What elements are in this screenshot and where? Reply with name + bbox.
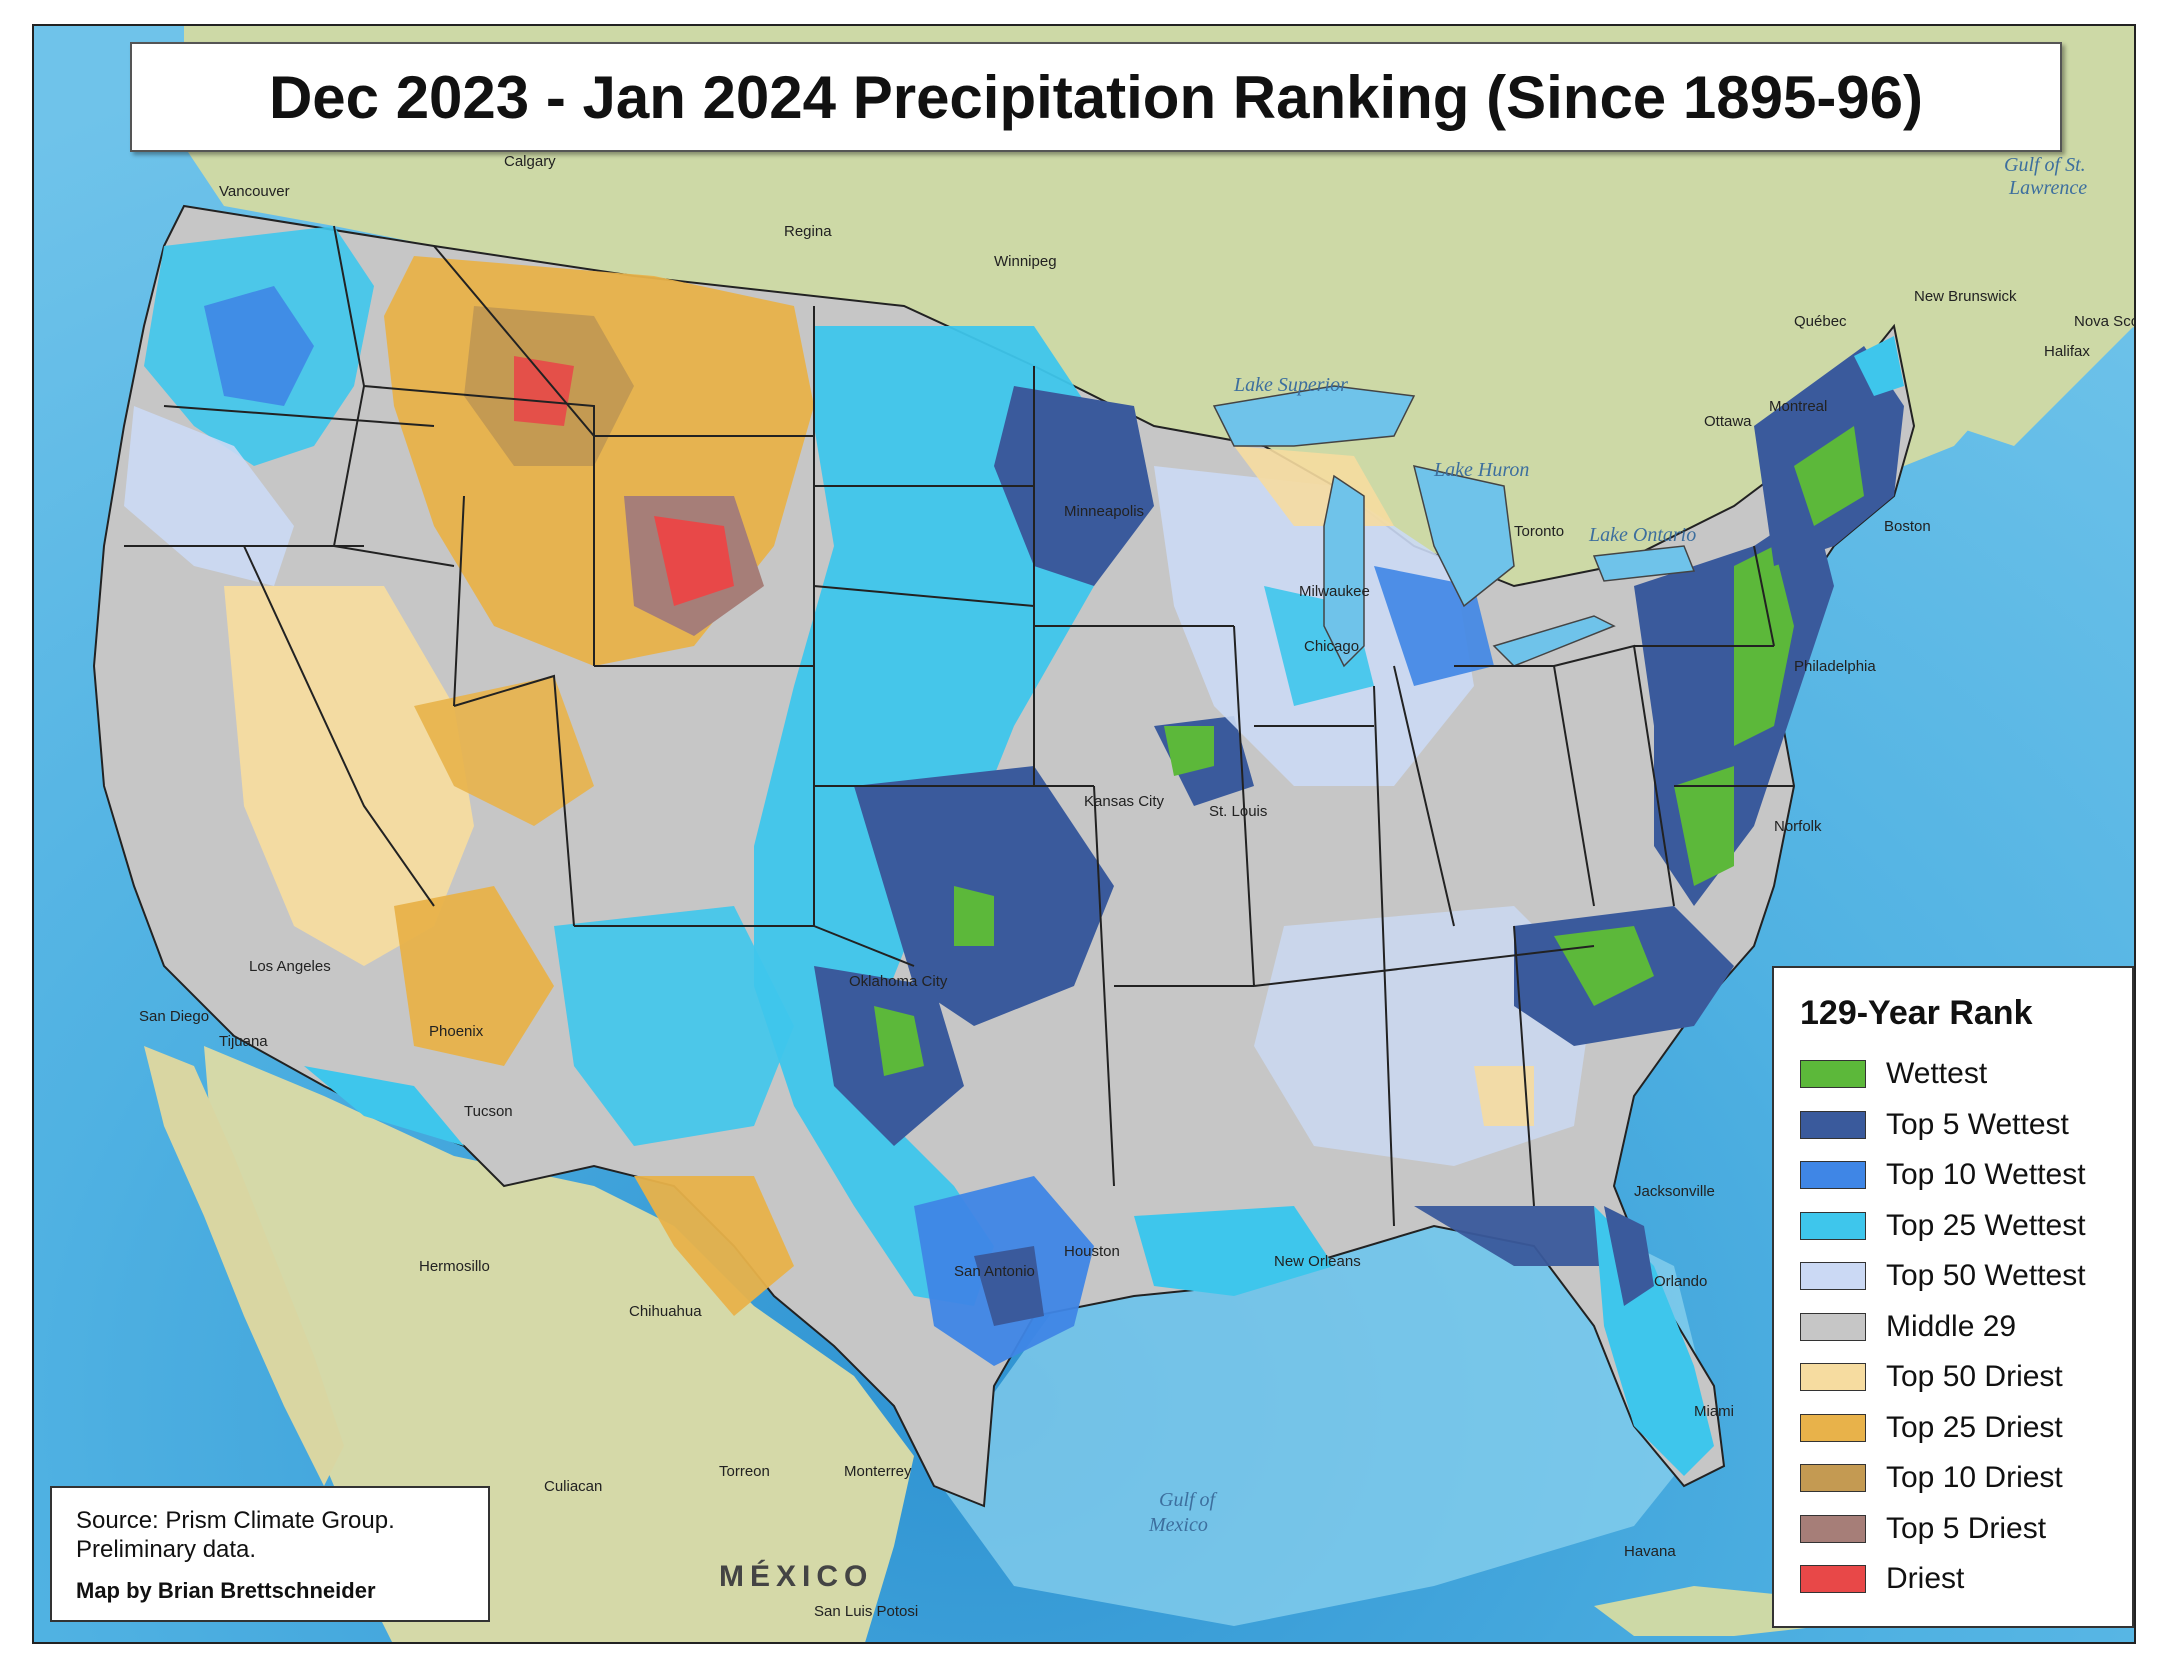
city-label: Orlando: [1654, 1273, 1707, 1290]
city-label: Kansas City: [1084, 793, 1165, 810]
cuba-land: [1594, 1586, 1824, 1636]
city-label: Tijuana: [219, 1033, 268, 1050]
region-label: Nova Scotia: [2074, 313, 2136, 330]
city-label: Phoenix: [429, 1023, 484, 1040]
legend-swatch: [1800, 1312, 1866, 1341]
legend-item: Top 50 Driest: [1800, 1352, 2132, 1403]
legend-swatch: [1800, 1514, 1866, 1543]
legend-item: Top 10 Wettest: [1800, 1150, 2132, 1201]
map-credit: Map by Brian Brettschneider: [76, 1578, 376, 1603]
canada-land: [184, 26, 2134, 626]
state-boundaries: [124, 225, 1794, 1227]
legend-label: Top 50 Driest: [1886, 1360, 2063, 1394]
legend-swatch: [1800, 1110, 1866, 1139]
legend-item: Wettest: [1800, 1049, 2132, 1100]
city-label: San Luis Potosi: [814, 1603, 918, 1620]
legend-item: Top 25 Driest: [1800, 1403, 2132, 1454]
great-lakes: [1212, 385, 1696, 668]
legend-item: Top 5 Wettest: [1800, 1100, 2132, 1151]
city-label: St. Louis: [1209, 803, 1267, 820]
city-label: Chicago: [1304, 638, 1359, 655]
legend-swatch: [1800, 1211, 1866, 1240]
precipitation-regions: [124, 226, 1904, 1476]
city-label: Boston: [1884, 518, 1931, 535]
legend-swatch: [1800, 1363, 1866, 1392]
city-label: Torreon: [719, 1463, 770, 1480]
city-label: Regina: [784, 223, 832, 240]
water-label: Lawrence: [2008, 177, 2087, 199]
source-box: Source: Prism Climate Group. Preliminary…: [50, 1486, 490, 1622]
water-label: Gulf of: [1159, 1489, 1218, 1511]
city-label: Chihuahua: [629, 1303, 702, 1320]
legend-item: Top 5 Driest: [1800, 1504, 2132, 1555]
legend-swatch: [1800, 1464, 1866, 1493]
legend-swatch: [1800, 1565, 1866, 1594]
city-label: Norfolk: [1774, 818, 1822, 835]
city-label: Los Angeles: [249, 958, 331, 975]
city-label: Tucson: [464, 1103, 513, 1120]
legend-item: Top 10 Driest: [1800, 1453, 2132, 1504]
city-label: Hermosillo: [419, 1258, 490, 1275]
city-label: Philadelphia: [1794, 658, 1876, 675]
city-label: San Diego: [139, 1008, 209, 1025]
city-label: Miami: [1694, 1403, 1734, 1420]
source-line: Source: Prism Climate Group.: [76, 1507, 395, 1534]
maritime-provinces: [1914, 266, 2134, 446]
city-label: Minneapolis: [1064, 503, 1144, 520]
legend-swatch: [1800, 1262, 1866, 1291]
water-label: Gulf of St.: [2004, 154, 2086, 176]
water-label: Lake Ontario: [1588, 524, 1696, 546]
legend-swatch: [1800, 1413, 1866, 1442]
city-label: San Antonio: [954, 1263, 1035, 1280]
legend-item: Top 50 Wettest: [1800, 1251, 2132, 1302]
region-label: Québec: [1794, 313, 1847, 330]
legend-label: Top 5 Driest: [1886, 1511, 2047, 1545]
map-labels: Vancouver Calgary Regina Winnipeg Ottawa…: [139, 153, 2136, 1620]
legend-label: Top 10 Driest: [1886, 1461, 2063, 1495]
precipitation-map: Vancouver Calgary Regina Winnipeg Ottawa…: [34, 26, 2136, 1642]
region-label: New Brunswick: [1914, 288, 2017, 305]
city-label: Oklahoma City: [849, 973, 948, 990]
legend-item: Driest: [1800, 1554, 2132, 1605]
legend-title: 129-Year Rank: [1800, 994, 2033, 1032]
country-label: MÉXICO: [719, 1559, 873, 1593]
legend-label: Top 25 Driest: [1886, 1410, 2063, 1444]
city-label: Toronto: [1514, 523, 1564, 540]
city-label: Jacksonville: [1634, 1183, 1715, 1200]
legend-swatch: [1800, 1161, 1866, 1190]
coastal-shelf: [934, 1206, 1714, 1626]
city-label: Culiacan: [544, 1478, 602, 1495]
legend-label: Driest: [1886, 1562, 1965, 1596]
source-note: Preliminary data.: [76, 1536, 257, 1563]
legend-label: Wettest: [1886, 1057, 1988, 1091]
water-label: Mexico: [1148, 1514, 1208, 1536]
legend-label: Top 50 Wettest: [1886, 1259, 2086, 1293]
legend-label: Top 25 Wettest: [1886, 1208, 2086, 1242]
water-label: Lake Huron: [1433, 459, 1529, 481]
title-box: Dec 2023 - Jan 2024 Precipitation Rankin…: [130, 42, 2062, 152]
city-label: Houston: [1064, 1243, 1120, 1260]
legend-label: Top 10 Wettest: [1886, 1158, 2086, 1192]
baja-california: [144, 1046, 344, 1486]
legend: 129-Year Rank Wettest Top 5 Wettest Top 10…: [1772, 966, 2134, 1628]
city-label: New Orleans: [1274, 1253, 1361, 1270]
legend-items: Wettest Top 5 Wettest Top 10 Wettest Top 25…: [1800, 1049, 2132, 1605]
city-label: Vancouver: [219, 183, 290, 200]
legend-swatch: [1800, 1060, 1866, 1089]
legend-label: Middle 29: [1886, 1309, 2017, 1343]
city-label: Monterrey: [844, 1463, 912, 1480]
city-label: Ottawa: [1704, 413, 1752, 430]
city-label: Winnipeg: [994, 253, 1057, 270]
map-title: Dec 2023 - Jan 2024 Precipitation Rankin…: [268, 63, 1924, 131]
region-label: Halifax: [2044, 343, 2090, 360]
legend-item: Middle 29: [1800, 1302, 2132, 1353]
city-label: Calgary: [504, 153, 556, 170]
water-label: Lake Superior: [1233, 374, 1348, 396]
city-label: Montreal: [1769, 398, 1827, 415]
city-label: Milwaukee: [1299, 583, 1370, 600]
map-frame: Vancouver Calgary Regina Winnipeg Ottawa…: [32, 24, 2136, 1644]
legend-item: Top 25 Wettest: [1800, 1201, 2132, 1252]
legend-label: Top 5 Wettest: [1886, 1107, 2069, 1141]
city-label: Havana: [1624, 1543, 1676, 1560]
